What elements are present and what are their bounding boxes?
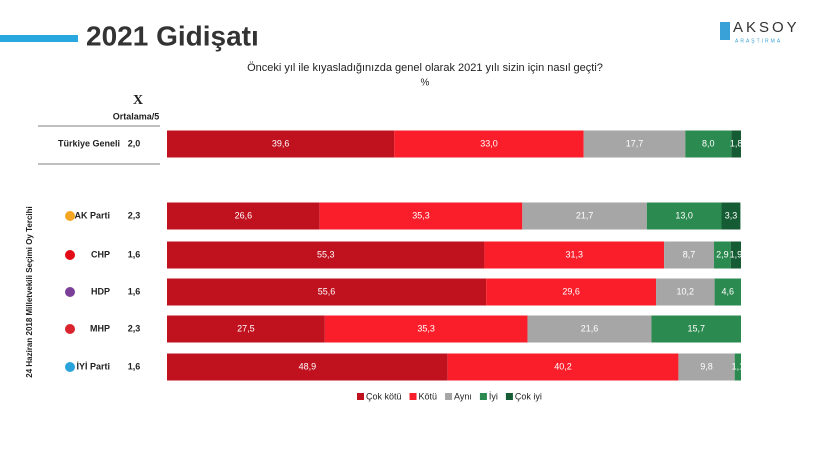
bar-segment xyxy=(730,241,741,269)
bar-segment xyxy=(486,278,657,306)
legend-swatch xyxy=(479,393,487,400)
category-label: CHP xyxy=(91,249,110,259)
title-accent xyxy=(0,35,78,42)
value-label: 26,6 xyxy=(235,210,253,220)
bar-segment xyxy=(484,241,665,269)
average-value: 1,6 xyxy=(128,249,141,259)
bar-segment xyxy=(646,202,722,230)
bar-segment xyxy=(685,130,732,158)
party-logo xyxy=(65,287,75,297)
value-label: 4,6 xyxy=(722,286,735,296)
legend-label: Çok iyi xyxy=(515,391,542,401)
bar-segment xyxy=(731,130,741,158)
bar-segment xyxy=(167,130,395,158)
value-label: 40,2 xyxy=(554,361,572,371)
bar-segment xyxy=(678,353,735,381)
value-label: 21,7 xyxy=(576,210,594,220)
average-value: 1,6 xyxy=(128,361,141,371)
party-logo xyxy=(65,362,75,372)
bar-segment xyxy=(656,278,715,306)
category-label: İYİ Parti xyxy=(76,361,110,371)
category-label: HDP xyxy=(91,286,110,296)
bar-segment xyxy=(447,353,679,381)
legend-swatch xyxy=(409,393,417,400)
value-label: 27,5 xyxy=(237,323,255,333)
bar-segment xyxy=(734,353,741,381)
bar-segment xyxy=(664,241,715,269)
party-logo xyxy=(65,324,75,334)
value-label: 1,8 xyxy=(730,138,743,148)
value-label: 13,0 xyxy=(675,210,693,220)
value-label: 35,3 xyxy=(412,210,430,220)
average-symbol: X xyxy=(133,93,143,108)
bar-segment xyxy=(167,241,485,269)
value-label: 29,6 xyxy=(562,286,580,296)
average-value: 2,3 xyxy=(128,210,141,220)
value-label: 9,8 xyxy=(700,361,713,371)
logo-mark xyxy=(720,22,730,40)
value-label: 48,9 xyxy=(299,361,317,371)
group-label: 24 Haziran 2018 Milletvekili Seçimi Oy T… xyxy=(25,206,34,378)
value-label: 10,2 xyxy=(677,286,695,296)
value-label: 8,7 xyxy=(683,249,696,259)
value-label: 15,7 xyxy=(687,323,705,333)
bar-segment xyxy=(651,315,741,343)
average-value: 2,3 xyxy=(128,323,141,333)
average-value: 1,6 xyxy=(128,286,141,296)
bar-segment xyxy=(721,202,741,230)
category-label: AK Parti xyxy=(74,210,110,220)
chart-title: 2021 Gidişatı xyxy=(86,20,259,51)
legend-label: Çok kötü xyxy=(366,391,402,401)
value-label: 55,3 xyxy=(317,249,335,259)
unit: % xyxy=(421,78,430,89)
legend-label: Aynı xyxy=(454,391,472,401)
bar-segment xyxy=(714,241,731,269)
average-value: 2,0 xyxy=(128,138,141,148)
category-label: MHP xyxy=(90,323,110,333)
party-logo xyxy=(65,250,75,260)
value-label: 55,6 xyxy=(318,286,336,296)
bar-segment xyxy=(167,278,487,306)
brand-name: AKSOY xyxy=(733,19,800,36)
value-label: 8,0 xyxy=(702,138,715,148)
subtitle: Önceki yıl ile kıyasladığınızda genel ol… xyxy=(247,62,603,74)
bar-segment xyxy=(167,353,448,381)
value-label: 3,3 xyxy=(725,210,738,220)
bar-segment xyxy=(319,202,523,230)
legend-swatch xyxy=(505,393,513,400)
value-label: 1,9 xyxy=(730,249,743,259)
value-label: 2,9 xyxy=(716,249,729,259)
bar-segment xyxy=(714,278,741,306)
value-label: 35,3 xyxy=(417,323,435,333)
bar-segment xyxy=(394,130,584,158)
value-label: 1,1 xyxy=(732,361,745,371)
bar-segment xyxy=(167,202,320,230)
average-header: Ortalama/5 xyxy=(113,111,160,121)
bar-segment xyxy=(522,202,647,230)
bar-segment xyxy=(167,315,325,343)
value-label: 39,6 xyxy=(272,138,290,148)
value-label: 21,6 xyxy=(581,323,599,333)
category-label: Türkiye Geneli xyxy=(58,138,120,148)
legend-label: İyi xyxy=(489,391,498,401)
brand-tagline: ARAŞTIRMA xyxy=(735,38,782,44)
bar-segment xyxy=(324,315,528,343)
value-label: 31,3 xyxy=(565,249,583,259)
bar-segment xyxy=(583,130,686,158)
bar-segment xyxy=(527,315,652,343)
legend-swatch xyxy=(445,393,453,400)
legend-label: Kötü xyxy=(419,391,438,401)
value-label: 33,0 xyxy=(480,138,498,148)
value-label: 17,7 xyxy=(626,138,644,148)
legend-swatch xyxy=(357,393,364,400)
party-logo xyxy=(65,211,75,221)
